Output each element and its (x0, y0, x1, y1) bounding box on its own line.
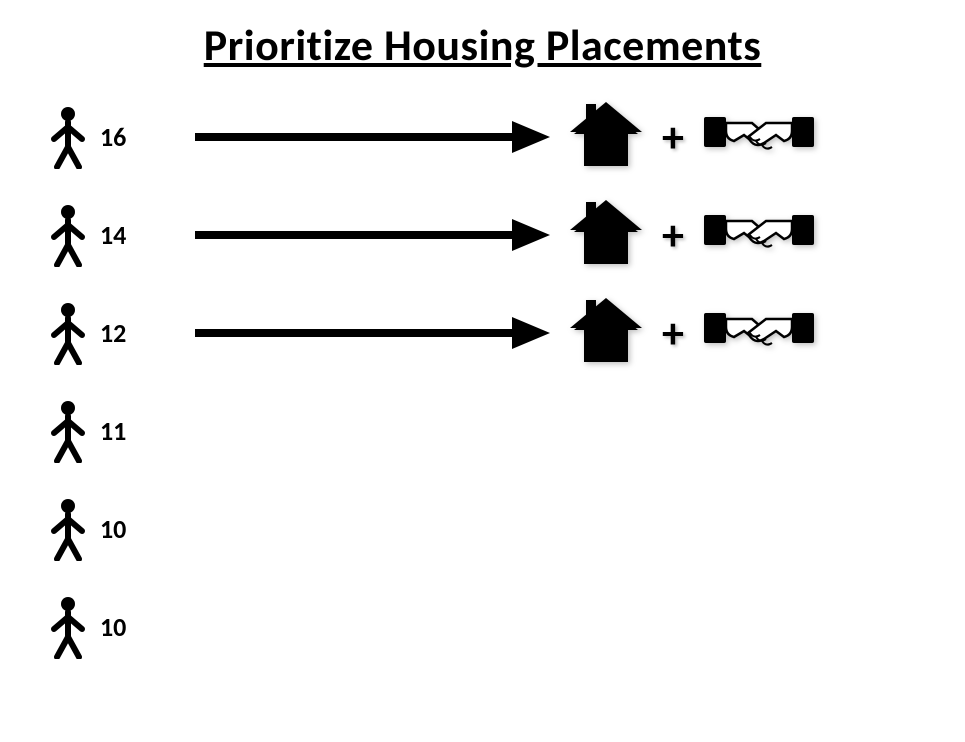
priority-value: 16 (96, 121, 180, 153)
handshake-icon (704, 107, 814, 168)
plus-icon: + (662, 115, 684, 159)
priority-row: 12 + (40, 298, 965, 368)
arrow-right-icon (180, 215, 560, 255)
priority-row: 16 + (40, 102, 965, 172)
arrow-right-icon (180, 313, 560, 353)
page-title: Prioritize Housing Placements (0, 18, 965, 72)
person-icon (40, 497, 96, 561)
placement-group: + (560, 102, 814, 173)
priority-row: 10 (40, 494, 965, 564)
person-icon (40, 399, 96, 463)
priority-value: 11 (96, 415, 180, 447)
person-icon (40, 203, 96, 267)
rows-container: 16 + (0, 102, 965, 662)
priority-row: 11 (40, 396, 965, 466)
plus-icon: + (662, 311, 684, 355)
house-icon (570, 298, 642, 369)
person-icon (40, 301, 96, 365)
placement-group: + (560, 298, 814, 369)
priority-row: 14 + (40, 200, 965, 270)
priority-value: 10 (96, 611, 180, 643)
placement-group: + (560, 200, 814, 271)
handshake-icon (704, 205, 814, 266)
person-icon (40, 105, 96, 169)
house-icon (570, 200, 642, 271)
priority-value: 14 (96, 219, 180, 251)
plus-icon: + (662, 213, 684, 257)
arrow-right-icon (180, 117, 560, 157)
priority-value: 12 (96, 317, 180, 349)
person-icon (40, 595, 96, 659)
house-icon (570, 102, 642, 173)
priority-row: 10 (40, 592, 965, 662)
priority-value: 10 (96, 513, 180, 545)
handshake-icon (704, 303, 814, 364)
